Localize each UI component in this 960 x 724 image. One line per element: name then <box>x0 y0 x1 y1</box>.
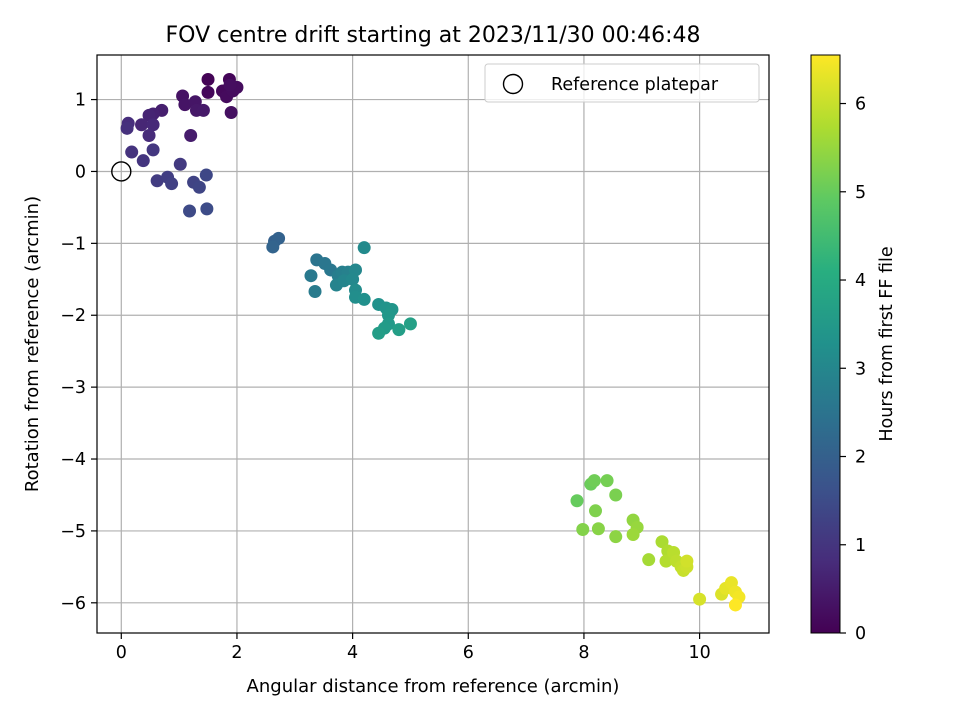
data-point <box>357 292 371 306</box>
colorbar-gradient <box>811 55 840 633</box>
data-point <box>120 121 134 135</box>
legend-label: Reference platepar <box>551 75 719 95</box>
reference-point <box>111 161 132 182</box>
x-tick-label: 10 <box>688 643 710 663</box>
x-tick-label: 2 <box>231 643 242 663</box>
x-tick-label: 8 <box>578 643 589 663</box>
colorbar-tick-label: 5 <box>855 183 866 203</box>
data-points <box>120 72 746 612</box>
y-tick-label: −5 <box>60 522 86 542</box>
y-axis-label: Rotation from reference (arcmin) <box>22 196 43 492</box>
y-tick-label: −4 <box>60 450 86 470</box>
data-point <box>591 522 605 536</box>
data-point <box>146 118 160 132</box>
data-point <box>655 535 669 549</box>
plot-frame <box>96 54 770 634</box>
legend-marker-icon <box>502 73 524 95</box>
colorbar: 0 1 2 3 4 5 6 Hours from first FF file <box>810 54 897 644</box>
data-point <box>609 488 623 502</box>
data-point <box>173 157 187 171</box>
data-point <box>201 85 215 99</box>
y-tick-label: 0 <box>75 162 86 182</box>
data-point <box>266 240 280 254</box>
reference-marker <box>111 161 132 182</box>
data-point <box>308 285 322 299</box>
data-point <box>304 269 318 283</box>
colorbar-tick-label: 0 <box>855 624 866 644</box>
data-point <box>609 530 623 544</box>
data-point <box>392 323 406 337</box>
colorbar-tick-label: 1 <box>855 536 866 556</box>
x-axis-ticks: 0 2 4 6 8 10 <box>116 633 711 663</box>
data-point <box>196 103 210 117</box>
y-tick-label: −2 <box>60 306 86 326</box>
data-point <box>680 554 694 568</box>
x-tick-label: 0 <box>116 643 127 663</box>
x-axis-label: Angular distance from reference (arcmin) <box>247 676 620 697</box>
data-point <box>587 474 601 488</box>
data-point <box>135 118 149 132</box>
data-point <box>576 522 590 536</box>
y-tick-label: 1 <box>75 91 86 111</box>
y-tick-label: −6 <box>60 594 86 614</box>
data-point <box>403 317 417 331</box>
data-point <box>146 143 160 157</box>
legend: Reference platepar <box>484 63 760 103</box>
colorbar-tick-label: 4 <box>855 271 866 291</box>
data-point <box>626 528 640 542</box>
data-point <box>659 554 673 568</box>
data-point <box>693 592 707 606</box>
data-point <box>372 326 386 340</box>
data-point <box>224 106 238 120</box>
data-point <box>183 204 197 218</box>
data-point <box>728 598 742 612</box>
data-point <box>192 180 206 194</box>
data-point <box>589 504 603 518</box>
y-axis-ticks: 1 0 −1 −2 −3 −4 −5 −6 <box>60 91 97 614</box>
data-point <box>642 553 656 567</box>
x-tick-label: 4 <box>347 643 358 663</box>
data-point <box>136 154 150 168</box>
legend-box <box>484 63 760 103</box>
data-point <box>346 272 360 286</box>
data-point <box>570 494 584 508</box>
colorbar-tick-label: 2 <box>855 448 866 468</box>
colorbar-frame <box>810 54 841 634</box>
data-point <box>600 474 614 488</box>
colorbar-tick-label: 3 <box>855 359 866 379</box>
data-point <box>223 78 237 92</box>
colorbar-ticks: 0 1 2 3 4 5 6 <box>840 95 866 644</box>
data-point <box>199 168 213 182</box>
data-point <box>150 174 164 188</box>
data-point <box>142 129 156 143</box>
data-point <box>200 202 214 216</box>
x-tick-label: 6 <box>463 643 474 663</box>
data-point <box>184 129 198 143</box>
colorbar-label: Hours from first FF file <box>877 246 897 441</box>
data-point <box>165 177 179 191</box>
y-tick-label: −1 <box>60 234 86 254</box>
y-tick-label: −3 <box>60 378 86 398</box>
data-point <box>357 241 371 255</box>
grid-lines <box>97 55 769 633</box>
data-point <box>201 72 215 86</box>
chart-title: FOV centre drift starting at 2023/11/30 … <box>166 23 701 48</box>
data-point <box>178 98 192 112</box>
data-point <box>125 145 139 159</box>
colorbar-tick-label: 6 <box>855 95 866 115</box>
